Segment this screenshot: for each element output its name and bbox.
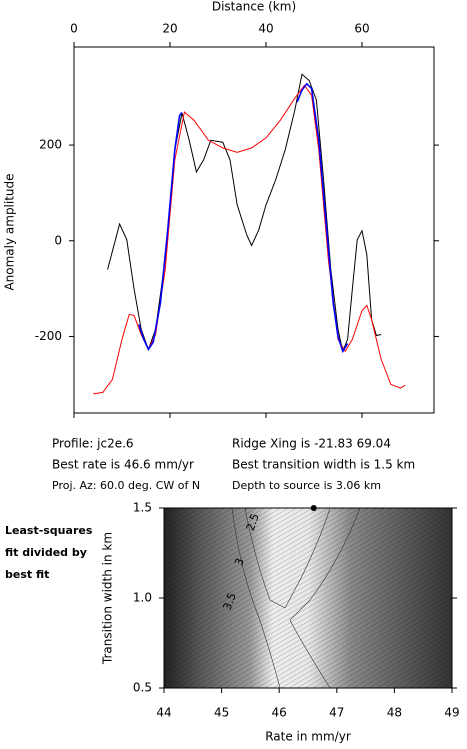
info-text: Ridge Xing is -21.83 69.04 xyxy=(232,437,391,451)
x-tick-label: 60 xyxy=(354,22,369,36)
contour-label: 3.5 xyxy=(221,591,239,612)
side-label: Least-squares fit divided by best fit xyxy=(5,524,93,581)
y-axis-label: Transition width in km xyxy=(101,532,115,665)
x-axis-label: Rate in mm/yr xyxy=(265,730,351,744)
x-tick-label: 45 xyxy=(214,706,229,720)
contour-lines xyxy=(164,508,452,688)
info-text: Best transition width is 1.5 km xyxy=(232,458,415,472)
contour-label: 3 xyxy=(232,556,247,567)
contour-line xyxy=(244,507,331,609)
x-tick-label: 0 xyxy=(70,22,78,36)
side-label-line: Least-squares xyxy=(5,524,93,537)
x-tick-label: 49 xyxy=(444,706,459,720)
plot-frame xyxy=(163,507,453,689)
x-tick-label: 46 xyxy=(272,706,287,720)
y-tick-label: 200 xyxy=(39,138,62,152)
info-text: Proj. Az: 60.0 deg. CW of N xyxy=(52,479,200,492)
contour-line xyxy=(231,507,281,689)
y-axis-label: Anomaly amplitude xyxy=(3,173,17,290)
contour-label: 2.5 xyxy=(244,512,262,533)
profile-line xyxy=(107,73,382,353)
x-axis-label: Distance (km) xyxy=(212,0,296,14)
profile-line xyxy=(138,82,349,354)
info-text: Best rate is 46.6 mm/yr xyxy=(52,458,194,472)
x-tick-label: 48 xyxy=(387,706,402,720)
y-tick-label: -200 xyxy=(35,329,62,343)
profile-chart: 0 20 40 60 -200 0 200 Distance (km) Anomaly ampl… xyxy=(3,0,439,418)
plot-frame xyxy=(73,46,435,414)
x-tick-label: 44 xyxy=(156,706,171,720)
profile-info: Profile: jc2e.6 Best rate is 46.6 mm/yr Pr… xyxy=(52,437,415,493)
y-tick-label: 1.0 xyxy=(133,591,152,605)
contour-line xyxy=(289,507,361,689)
y-tick-label: 1.5 xyxy=(133,501,152,515)
x-tick-label: 40 xyxy=(258,22,273,36)
contour-chart: 44 45 46 47 48 49 0.5 1.0 1.5 Rate in mm/yr Transi… xyxy=(101,501,460,744)
side-label-line: best fit xyxy=(5,568,49,581)
y-tick-label: 0 xyxy=(54,233,62,247)
x-tick-label: 47 xyxy=(329,706,344,720)
x-tick-label: 20 xyxy=(162,22,177,36)
best-fit-point xyxy=(310,505,317,511)
info-text: Profile: jc2e.6 xyxy=(52,437,134,451)
info-text: Depth to source is 3.06 km xyxy=(232,479,381,492)
y-tick-label: 0.5 xyxy=(133,681,152,695)
profile-line xyxy=(93,84,406,395)
side-label-line: fit divided by xyxy=(5,546,87,559)
